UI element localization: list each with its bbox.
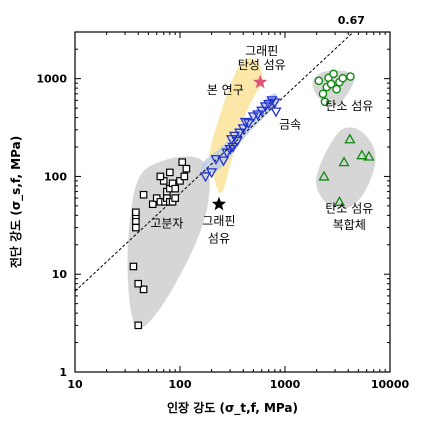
point-triangle-down-1-12 [239,117,252,128]
point-triangle-down-1-16 [256,106,268,117]
point-square-0-26 [178,158,187,166]
point-square-0-3 [129,262,138,271]
point-circle-2-7 [332,84,341,94]
region-polymer [127,156,210,329]
point-circle-2-5 [326,79,336,89]
point-triangle-up-3-0 [318,170,330,181]
y-tick-label: 1 [59,366,67,379]
point-triangle-down-1-0 [199,172,212,183]
point-square-0-1 [139,285,148,294]
x-tick-label: 1000 [270,378,301,391]
point-square-0-8 [139,190,148,199]
point-square-0-27 [182,164,191,173]
reference-line-label: 0.67 [338,14,365,27]
x-tick-label: 10000 [371,378,410,391]
point-square-0-7 [132,208,140,217]
point-triangle-up-3-5 [363,150,375,161]
annotation-metal: 금속 [279,117,301,131]
point-square-0-23 [166,168,174,177]
x-tick-label: 100 [169,378,192,391]
point-triangle-down-1-6 [227,142,239,153]
point-circle-2-10 [346,72,355,81]
point-star-4-0 [211,196,227,211]
annotation-carbon-composite-2: 복합체 [333,218,366,232]
point-triangle-down-1-3 [217,156,230,167]
region-carbon-composite [315,127,376,209]
point-triangle-down-1-20 [269,98,281,109]
annotation-graphene-fiber-2: 섬유 [208,232,230,246]
y-tick-label: 1000 [36,73,67,86]
point-circle-2-2 [320,97,330,107]
y-axis-title: 전단 강도 (σ_s,f, MPa) [8,136,24,268]
point-star-5-0 [253,74,268,89]
y-tick-label: 10 [52,268,68,281]
point-triangle-up-3-2 [338,156,350,167]
regions-layer [127,57,376,329]
point-square-0-2 [134,279,143,288]
point-triangle-down-1-1 [205,168,218,179]
point-circle-2-9 [338,73,348,83]
annotation-carbon-composite-1: 탄소 섬유 [325,201,373,215]
point-triangle-up-3-1 [333,195,346,206]
y-tick-label: 100 [44,170,67,183]
point-square-0-4 [132,223,140,232]
point-triangle-down-1-14 [247,112,260,123]
x-tick-label: 10 [67,378,83,391]
point-square-0-24 [176,177,184,185]
point-triangle-down-1-15 [252,110,264,121]
point-square-0-0 [134,321,143,330]
point-triangle-down-1-19 [266,96,278,107]
point-triangle-down-1-9 [231,136,243,147]
x-axis-title: 인장 강도 (σ_t,f, MPa) [167,400,298,416]
annotation-polymer: 고분자 [150,217,183,231]
annotation-graphene-elastic-1: 그래핀 [245,44,278,58]
point-circle-2-6 [329,69,338,79]
region-metal [201,93,278,174]
point-circle-2-0 [314,76,324,86]
annotation-graphene-elastic-2: 탄성 섬유 [238,58,286,72]
point-circle-2-1 [318,89,328,99]
plot-frame [74,31,391,373]
annotation-graphene-fiber-1: 그래핀 [202,214,235,228]
point-square-0-25 [180,172,189,181]
point-triangle-down-1-13 [242,119,255,130]
point-square-0-9 [148,200,157,209]
point-triangle-up-3-4 [356,149,368,160]
point-square-0-22 [156,172,165,181]
point-triangle-down-1-11 [237,124,249,135]
point-triangle-down-1-8 [228,131,241,142]
data-points-layer [129,69,375,330]
point-triangle-up-3-3 [344,133,356,144]
point-square-0-16 [171,194,179,202]
point-triangle-down-1-21 [270,107,282,118]
annotation-carbon-fiber: 탄소 섬유 [325,99,373,113]
point-triangle-down-1-2 [210,155,222,166]
point-square-0-21 [171,184,179,193]
point-triangle-down-1-10 [234,128,246,139]
annotation-this-work: 본 연구 [207,83,244,97]
